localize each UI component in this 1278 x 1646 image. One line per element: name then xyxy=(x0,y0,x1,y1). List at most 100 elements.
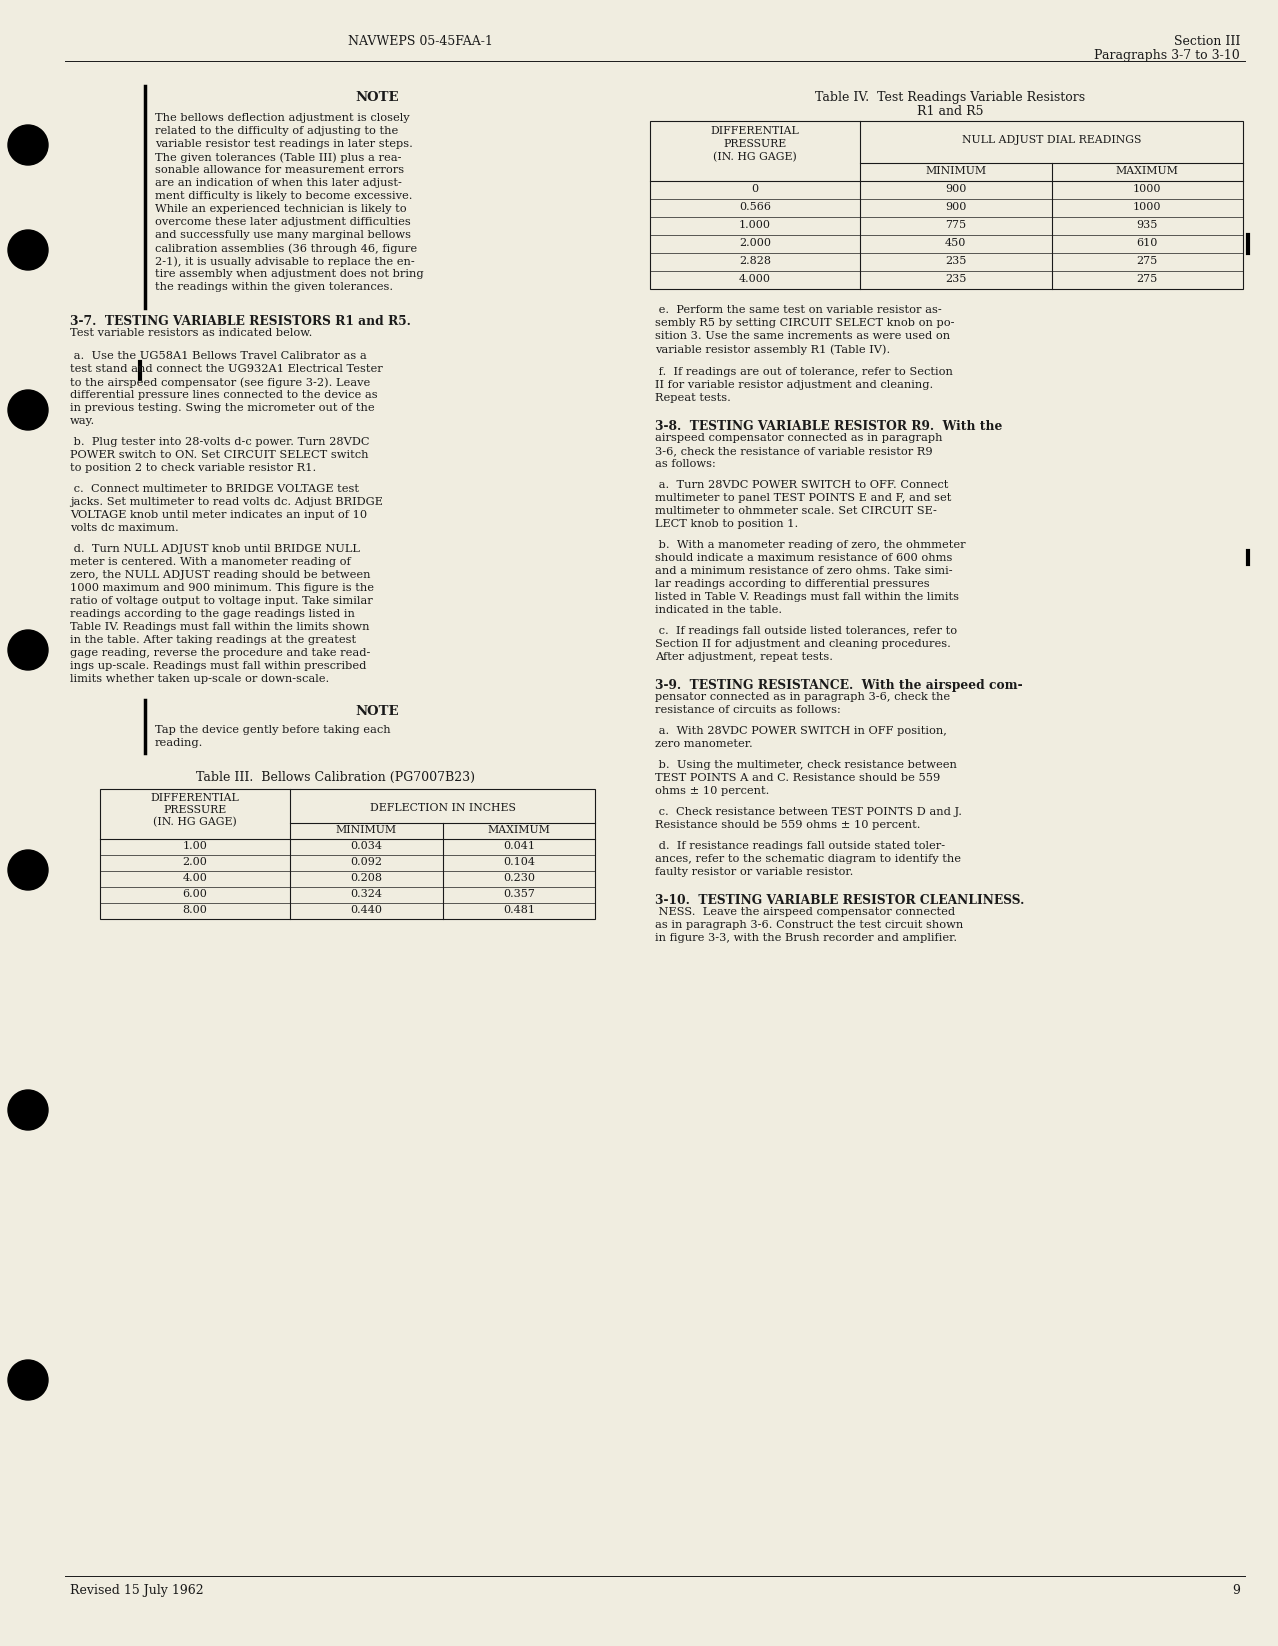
Text: 3-10.  TESTING VARIABLE RESISTOR CLEANLINESS.: 3-10. TESTING VARIABLE RESISTOR CLEANLIN… xyxy=(656,894,1025,907)
Text: should indicate a maximum resistance of 600 ohms: should indicate a maximum resistance of … xyxy=(656,553,952,563)
Text: related to the difficulty of adjusting to the: related to the difficulty of adjusting t… xyxy=(155,127,399,137)
Text: c.  Check resistance between TEST POINTS D and J.: c. Check resistance between TEST POINTS … xyxy=(656,807,962,816)
Text: 0.357: 0.357 xyxy=(502,889,534,899)
Text: 1.00: 1.00 xyxy=(183,841,207,851)
Text: PRESSURE: PRESSURE xyxy=(164,805,226,815)
Text: Section II for adjustment and cleaning procedures.: Section II for adjustment and cleaning p… xyxy=(656,639,951,649)
Text: Table IV. Readings must fall within the limits shown: Table IV. Readings must fall within the … xyxy=(70,622,369,632)
Text: f.  If readings are out of tolerance, refer to Section: f. If readings are out of tolerance, ref… xyxy=(656,367,953,377)
Text: ratio of voltage output to voltage input. Take similar: ratio of voltage output to voltage input… xyxy=(70,596,373,606)
Text: variable resistor assembly R1 (Table IV).: variable resistor assembly R1 (Table IV)… xyxy=(656,344,891,354)
Text: DIFFERENTIAL: DIFFERENTIAL xyxy=(711,127,799,137)
Text: 0.208: 0.208 xyxy=(350,872,382,882)
Text: 900: 900 xyxy=(944,184,966,194)
Text: 610: 610 xyxy=(1136,239,1158,249)
Text: a.  Use the UG58A1 Bellows Travel Calibrator as a: a. Use the UG58A1 Bellows Travel Calibra… xyxy=(70,351,367,360)
Text: differential pressure lines connected to the device as: differential pressure lines connected to… xyxy=(70,390,377,400)
Text: faulty resistor or variable resistor.: faulty resistor or variable resistor. xyxy=(656,867,854,877)
Text: d.  Turn NULL ADJUST knob until BRIDGE NULL: d. Turn NULL ADJUST knob until BRIDGE NU… xyxy=(70,543,360,555)
Text: e.  Perform the same test on variable resistor as-: e. Perform the same test on variable res… xyxy=(656,305,942,314)
Text: MAXIMUM: MAXIMUM xyxy=(487,825,551,835)
Text: 0.481: 0.481 xyxy=(502,905,534,915)
Text: multimeter to panel TEST POINTS E and F, and set: multimeter to panel TEST POINTS E and F,… xyxy=(656,494,951,504)
Text: 1000: 1000 xyxy=(1134,202,1162,212)
Text: 2-1), it is usually advisable to replace the en-: 2-1), it is usually advisable to replace… xyxy=(155,257,415,267)
Text: 275: 275 xyxy=(1136,273,1158,285)
Text: NULL ADJUST DIAL READINGS: NULL ADJUST DIAL READINGS xyxy=(962,135,1141,145)
Text: While an experienced technician is likely to: While an experienced technician is likel… xyxy=(155,204,406,214)
Text: The given tolerances (Table III) plus a rea-: The given tolerances (Table III) plus a … xyxy=(155,151,401,163)
Text: 1000 maximum and 900 minimum. This figure is the: 1000 maximum and 900 minimum. This figur… xyxy=(70,583,374,593)
Text: LECT knob to position 1.: LECT knob to position 1. xyxy=(656,518,799,528)
Text: II for variable resistor adjustment and cleaning.: II for variable resistor adjustment and … xyxy=(656,380,933,390)
Text: After adjustment, repeat tests.: After adjustment, repeat tests. xyxy=(656,652,833,662)
Text: MINIMUM: MINIMUM xyxy=(925,166,987,176)
Text: are an indication of when this later adjust-: are an indication of when this later adj… xyxy=(155,178,401,188)
Text: ings up-scale. Readings must fall within prescribed: ings up-scale. Readings must fall within… xyxy=(70,662,367,672)
Text: 4.000: 4.000 xyxy=(739,273,771,285)
Text: jacks. Set multimeter to read volts dc. Adjust BRIDGE: jacks. Set multimeter to read volts dc. … xyxy=(70,497,383,507)
Text: 9: 9 xyxy=(1232,1583,1240,1597)
Text: 900: 900 xyxy=(944,202,966,212)
Circle shape xyxy=(8,849,49,890)
Text: 0.440: 0.440 xyxy=(350,905,382,915)
Text: ment difficulty is likely to become excessive.: ment difficulty is likely to become exce… xyxy=(155,191,413,201)
Text: 2.828: 2.828 xyxy=(739,257,771,267)
Text: PRESSURE: PRESSURE xyxy=(723,138,787,150)
Text: a.  With 28VDC POWER SWITCH in OFF position,: a. With 28VDC POWER SWITCH in OFF positi… xyxy=(656,726,947,736)
Text: to position 2 to check variable resistor R1.: to position 2 to check variable resistor… xyxy=(70,463,316,472)
Text: 0.034: 0.034 xyxy=(350,841,382,851)
Text: Section III: Section III xyxy=(1173,35,1240,48)
Text: Table IV.  Test Readings Variable Resistors: Table IV. Test Readings Variable Resisto… xyxy=(815,91,1085,104)
Text: 3-9.  TESTING RESISTANCE.  With the airspeed com-: 3-9. TESTING RESISTANCE. With the airspe… xyxy=(656,680,1022,691)
Text: in the table. After taking readings at the greatest: in the table. After taking readings at t… xyxy=(70,635,357,645)
Text: 2.00: 2.00 xyxy=(183,858,207,867)
Text: 0.104: 0.104 xyxy=(502,858,534,867)
Text: TEST POINTS A and C. Resistance should be 559: TEST POINTS A and C. Resistance should b… xyxy=(656,774,941,783)
Text: 235: 235 xyxy=(944,257,966,267)
Text: The bellows deflection adjustment is closely: The bellows deflection adjustment is clo… xyxy=(155,114,410,123)
Text: pensator connected as in paragraph 3-6, check the: pensator connected as in paragraph 3-6, … xyxy=(656,691,950,701)
Text: ohms ± 10 percent.: ohms ± 10 percent. xyxy=(656,787,769,797)
Text: Table III.  Bellows Calibration (PG7007B23): Table III. Bellows Calibration (PG7007B2… xyxy=(196,770,474,783)
Text: NESS.  Leave the airspeed compensator connected: NESS. Leave the airspeed compensator con… xyxy=(656,907,955,917)
Text: listed in Table V. Readings must fall within the limits: listed in Table V. Readings must fall wi… xyxy=(656,593,958,602)
Text: 275: 275 xyxy=(1136,257,1158,267)
Text: 8.00: 8.00 xyxy=(183,905,207,915)
Text: 0.566: 0.566 xyxy=(739,202,771,212)
Text: zero, the NULL ADJUST reading should be between: zero, the NULL ADJUST reading should be … xyxy=(70,570,371,579)
Text: 0.324: 0.324 xyxy=(350,889,382,899)
Text: c.  If readings fall outside listed tolerances, refer to: c. If readings fall outside listed toler… xyxy=(656,625,957,635)
Text: Paragraphs 3-7 to 3-10: Paragraphs 3-7 to 3-10 xyxy=(1094,49,1240,63)
Circle shape xyxy=(8,630,49,670)
Text: in figure 3-3, with the Brush recorder and amplifier.: in figure 3-3, with the Brush recorder a… xyxy=(656,933,957,943)
Text: 2.000: 2.000 xyxy=(739,239,771,249)
Text: in previous testing. Swing the micrometer out of the: in previous testing. Swing the micromete… xyxy=(70,403,374,413)
Text: to the airspeed compensator (see figure 3-2). Leave: to the airspeed compensator (see figure … xyxy=(70,377,371,387)
Text: ances, refer to the schematic diagram to identify the: ances, refer to the schematic diagram to… xyxy=(656,854,961,864)
Text: VOLTAGE knob until meter indicates an input of 10: VOLTAGE knob until meter indicates an in… xyxy=(70,510,367,520)
Text: 3-8.  TESTING VARIABLE RESISTOR R9.  With the: 3-8. TESTING VARIABLE RESISTOR R9. With … xyxy=(656,420,1002,433)
Text: calibration assemblies (36 through 46, figure: calibration assemblies (36 through 46, f… xyxy=(155,244,417,253)
Text: way.: way. xyxy=(70,416,96,426)
Circle shape xyxy=(8,1090,49,1131)
Text: (IN. HG GAGE): (IN. HG GAGE) xyxy=(713,151,797,163)
Text: 450: 450 xyxy=(944,239,966,249)
Text: zero manometer.: zero manometer. xyxy=(656,739,753,749)
Text: c.  Connect multimeter to BRIDGE VOLTAGE test: c. Connect multimeter to BRIDGE VOLTAGE … xyxy=(70,484,359,494)
Text: 0.230: 0.230 xyxy=(502,872,534,882)
Circle shape xyxy=(8,390,49,430)
Text: readings according to the gage readings listed in: readings according to the gage readings … xyxy=(70,609,355,619)
Text: DEFLECTION IN INCHES: DEFLECTION IN INCHES xyxy=(369,803,515,813)
Text: gage reading, reverse the procedure and take read-: gage reading, reverse the procedure and … xyxy=(70,649,371,658)
Text: DIFFERENTIAL: DIFFERENTIAL xyxy=(151,793,239,803)
Text: a.  Turn 28VDC POWER SWITCH to OFF. Connect: a. Turn 28VDC POWER SWITCH to OFF. Conne… xyxy=(656,481,948,491)
Text: POWER switch to ON. Set CIRCUIT SELECT switch: POWER switch to ON. Set CIRCUIT SELECT s… xyxy=(70,449,368,459)
Text: test stand and connect the UG932A1 Electrical Tester: test stand and connect the UG932A1 Elect… xyxy=(70,364,382,374)
Text: 235: 235 xyxy=(944,273,966,285)
Text: multimeter to ohmmeter scale. Set CIRCUIT SE-: multimeter to ohmmeter scale. Set CIRCUI… xyxy=(656,505,937,515)
Text: airspeed compensator connected as in paragraph: airspeed compensator connected as in par… xyxy=(656,433,942,443)
Text: 4.00: 4.00 xyxy=(183,872,207,882)
Text: R1 and R5: R1 and R5 xyxy=(916,105,983,119)
Text: indicated in the table.: indicated in the table. xyxy=(656,606,782,616)
